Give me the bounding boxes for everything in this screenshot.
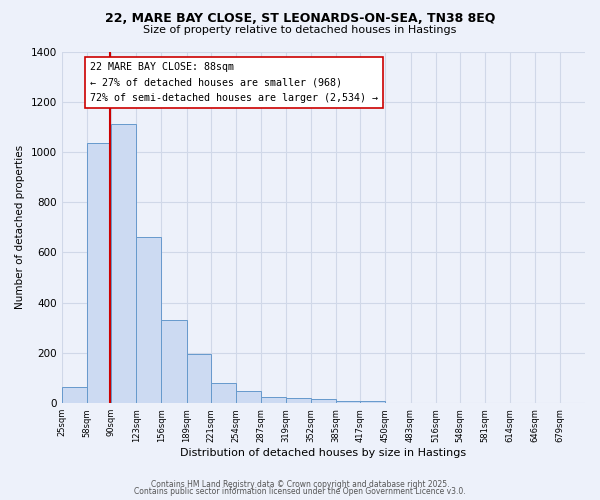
Text: Contains public sector information licensed under the Open Government Licence v3: Contains public sector information licen… [134,487,466,496]
Text: 22, MARE BAY CLOSE, ST LEONARDS-ON-SEA, TN38 8EQ: 22, MARE BAY CLOSE, ST LEONARDS-ON-SEA, … [105,12,495,26]
Bar [62,387,87,403]
Bar [360,401,385,403]
Y-axis label: Number of detached properties: Number of detached properties [15,146,25,310]
Bar [87,143,111,403]
Bar [136,238,161,403]
Bar [336,400,360,403]
Text: Size of property relative to detached houses in Hastings: Size of property relative to detached ho… [143,25,457,35]
Bar [187,354,211,403]
Text: Contains HM Land Registry data © Crown copyright and database right 2025.: Contains HM Land Registry data © Crown c… [151,480,449,489]
Bar [236,390,261,403]
Bar [111,124,136,403]
Bar [311,398,336,403]
Bar [211,383,236,403]
Bar [261,397,286,403]
Text: 22 MARE BAY CLOSE: 88sqm
← 27% of detached houses are smaller (968)
72% of semi-: 22 MARE BAY CLOSE: 88sqm ← 27% of detach… [90,62,378,102]
Bar [286,398,311,403]
Bar [161,320,187,403]
X-axis label: Distribution of detached houses by size in Hastings: Distribution of detached houses by size … [180,448,466,458]
